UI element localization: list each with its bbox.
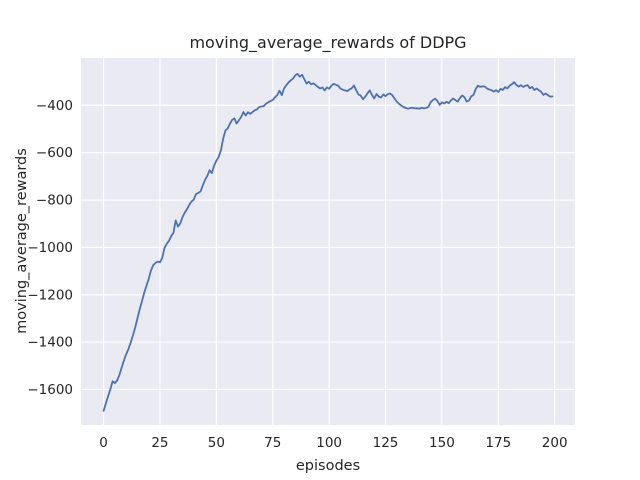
series-line [102,73,554,412]
y-tick-label: −800 [36,193,73,209]
y-tick-label: −1200 [27,287,73,303]
gridlines-group [81,58,575,425]
y-tick-label: −600 [36,145,73,161]
y-tick-label: −1600 [27,382,73,398]
y-tick-label: −1400 [27,335,73,351]
x-tick-label: 150 [429,435,455,451]
x-tick-label: 125 [373,435,399,451]
y-tick-labels-group: −400 −600 −800 −1000 −1200 −1400 −1600 [27,98,73,398]
x-tick-label: 200 [542,435,568,451]
x-tick-label: 100 [316,435,342,451]
y-axis-label: moving_average_rewards [14,148,30,334]
x-tick-label: 175 [485,435,511,451]
x-tick-label: 75 [264,435,281,451]
x-tick-labels-group: 0 25 50 75 100 125 150 175 200 [99,435,567,451]
x-tick-label: 25 [151,435,168,451]
chart-title: moving_average_rewards of DDPG [189,33,466,53]
y-tick-label: −1000 [27,240,73,256]
y-tick-label: −400 [36,98,73,114]
x-tick-label: 0 [99,435,108,451]
plot-area [81,58,575,425]
x-axis-label: episodes [296,458,360,474]
x-tick-label: 50 [208,435,225,451]
